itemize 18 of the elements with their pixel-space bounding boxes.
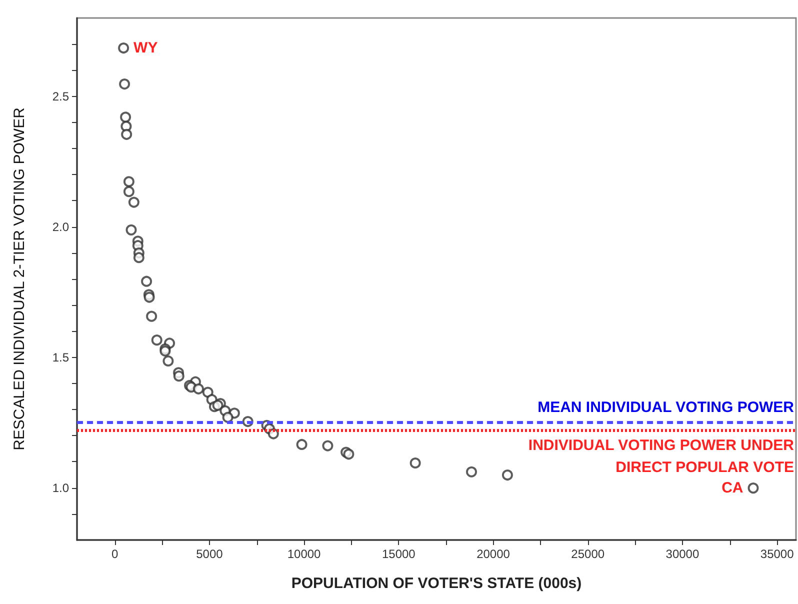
x-tick-label: 15000 (382, 547, 416, 561)
x-axis-title: POPULATION OF VOTER'S STATE (000s) (291, 575, 582, 592)
y-axis-title: RESCALED INDIVIDUAL 2-TIER VOTING POWER (11, 107, 28, 450)
ref-line-label: INDIVIDUAL VOTING POWER UNDER DIRECT POPULAR VOTE (528, 436, 794, 476)
x-tick-label: 35000 (760, 547, 794, 561)
x-tick-label: 10000 (287, 547, 322, 561)
x-tick-label: 20000 (476, 547, 510, 561)
y-tick-label: 2.5 (52, 89, 70, 104)
annotation: WY (134, 40, 158, 57)
x-tick-label: 25000 (571, 547, 605, 561)
y-tick-label: 1.0 (52, 480, 70, 495)
x-tick-label: 30000 (666, 547, 700, 561)
x-tick-label: 5000 (196, 547, 224, 561)
y-tick-label: 2.0 (52, 220, 70, 234)
y-tick-label: 1.5 (52, 350, 70, 364)
ref-line-label: MEAN INDIVIDUAL VOTING POWER (538, 399, 794, 416)
x-tick-label: 0 (112, 547, 118, 561)
annotation: CA (722, 480, 744, 497)
